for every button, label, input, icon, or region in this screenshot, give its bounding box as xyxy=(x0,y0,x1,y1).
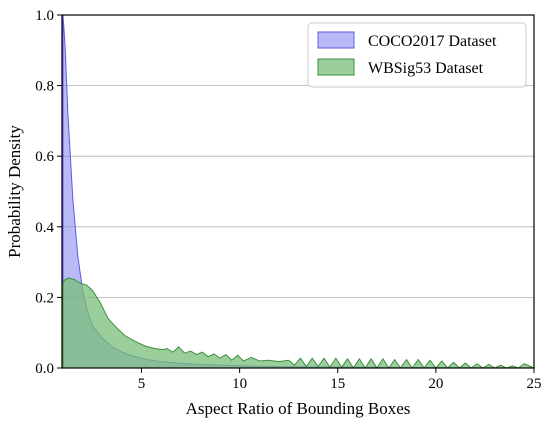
legend-frame xyxy=(307,22,527,88)
plot-areas xyxy=(62,14,535,369)
legend-label-coco: COCO2017 Dataset xyxy=(368,33,497,50)
legend-swatch-wbsig xyxy=(317,58,355,76)
series-area-1 xyxy=(62,277,535,369)
y-tick-label-5: 1.0 xyxy=(35,8,54,24)
x-axis-label: Aspect Ratio of Bounding Boxes xyxy=(186,399,411,418)
x-tick-label-3: 20 xyxy=(428,376,443,392)
legend-label-wbsig: WBSig53 Dataset xyxy=(368,60,484,77)
y-tick-label-2: 0.4 xyxy=(35,220,54,236)
y-tick-label-0: 0.0 xyxy=(35,361,54,377)
x-tick-label-1: 10 xyxy=(232,376,247,392)
gridlines xyxy=(62,85,534,298)
legend-swatch-coco xyxy=(317,31,355,49)
y-tick-label-1: 0.2 xyxy=(35,290,54,306)
plot-frame xyxy=(61,14,535,369)
y-tick-label-4: 0.8 xyxy=(35,79,54,95)
x-tick-label-0: 5 xyxy=(138,376,146,392)
y-tick-label-3: 0.6 xyxy=(35,149,54,165)
axis-ticks: 5 10 15 20 25 0.0 0.2 0.4 0.6 0.8 1.0 xyxy=(35,8,541,392)
legend: COCO2017 Dataset WBSig53 Dataset xyxy=(307,22,527,88)
y-axis-label: Probability Density xyxy=(5,125,24,258)
x-tick-label-4: 25 xyxy=(527,376,542,392)
x-tick-label-2: 15 xyxy=(330,376,345,392)
